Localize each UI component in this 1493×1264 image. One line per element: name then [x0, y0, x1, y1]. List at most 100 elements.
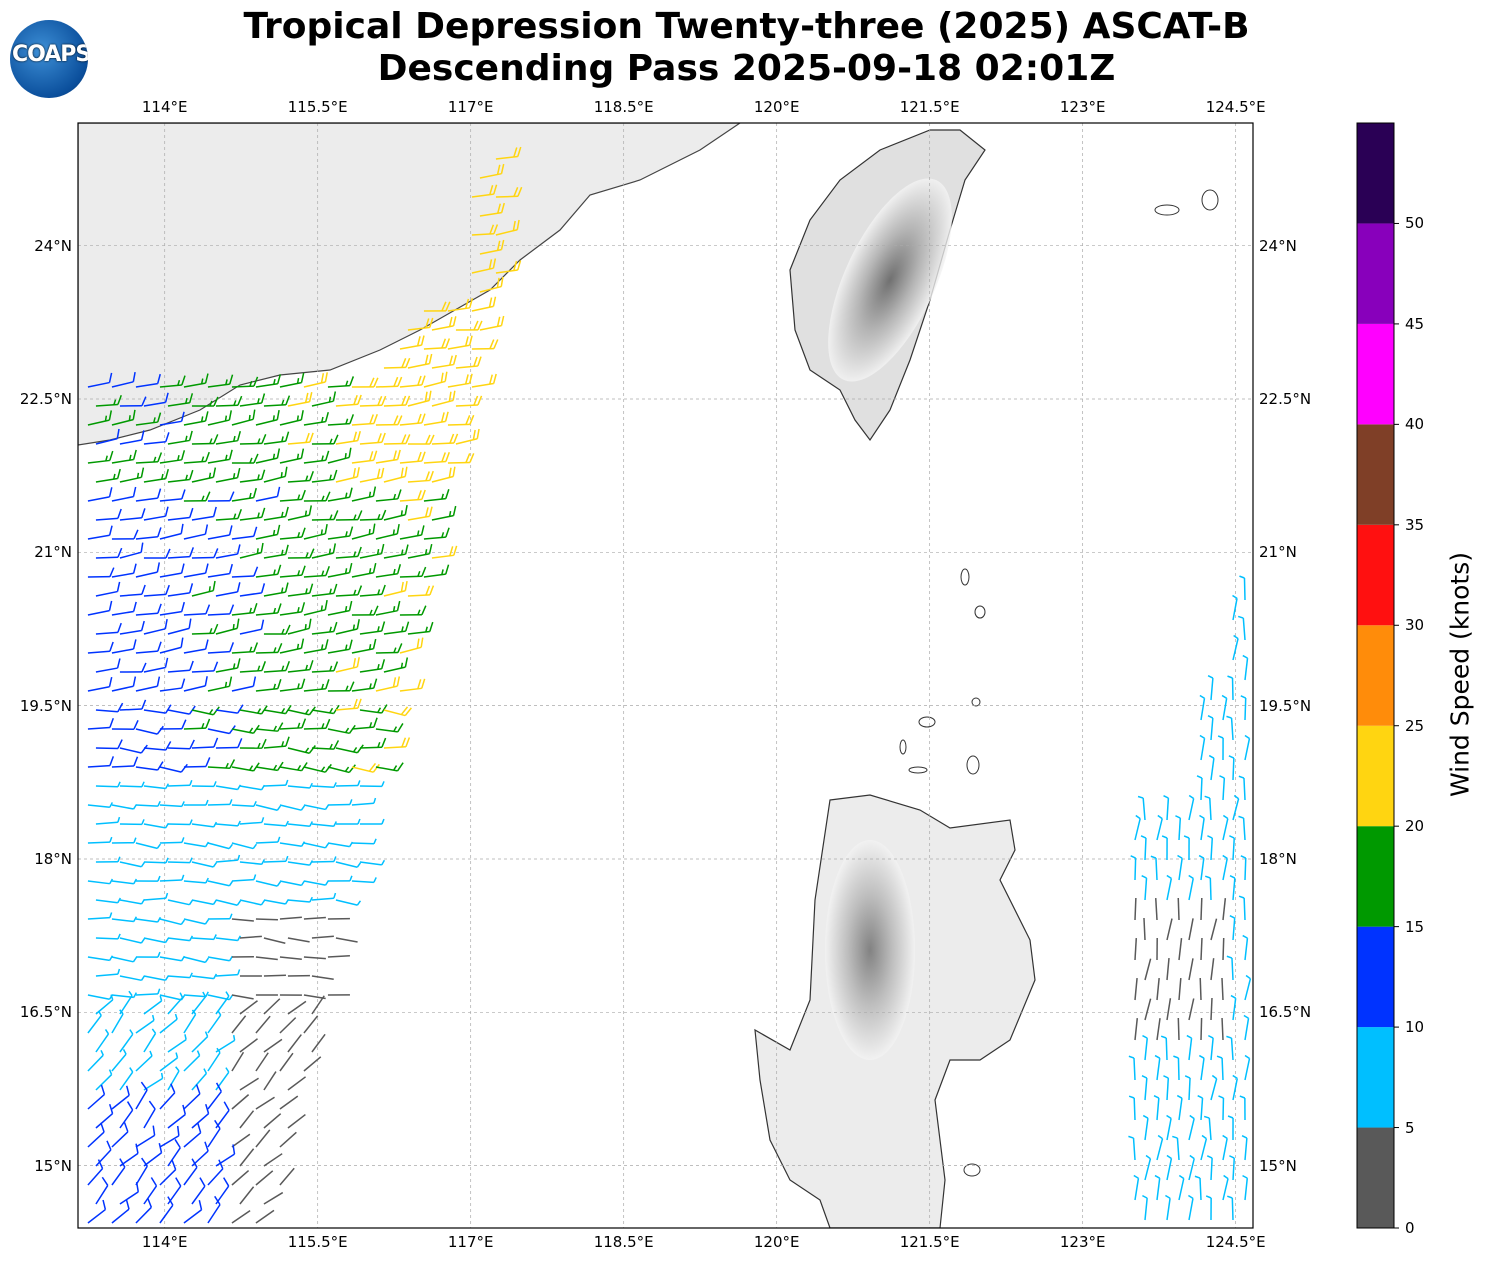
wind-barb: [159, 801, 185, 808]
wind-barb: [239, 507, 266, 521]
wind-barb: [327, 414, 355, 426]
wind-barb: [207, 799, 233, 806]
wind-barb: [407, 470, 434, 483]
wind-barb: [1232, 794, 1240, 821]
wind-barb: [143, 995, 163, 1015]
wind-barb: [1173, 1055, 1180, 1081]
wind-barb: [183, 639, 209, 654]
lat-label-right: 22.5°N: [1259, 389, 1312, 408]
lon-label-bottom: 115.5°E: [287, 1233, 348, 1251]
wind-barb: [183, 524, 209, 540]
wind-barb: [279, 1095, 299, 1110]
wind-barb: [207, 842, 234, 850]
wind-barb: [191, 434, 219, 445]
wind-barb: [95, 897, 122, 904]
wind-barb: [351, 523, 376, 540]
wind-barb: [471, 373, 497, 388]
wind-barb: [119, 898, 146, 905]
wind-barb: [1221, 977, 1224, 1001]
wind-barb: [239, 619, 265, 635]
wind-barb: [335, 698, 362, 711]
wind-barb: [263, 1071, 277, 1091]
wind-barb: [375, 489, 402, 502]
wind-barb: [159, 763, 188, 773]
wind-barb: [263, 544, 289, 559]
wind-barb: [327, 841, 354, 848]
wind-barb: [215, 395, 243, 407]
wind-barb: [87, 1159, 104, 1186]
wind-barb: [359, 509, 387, 521]
wind-barb: [287, 583, 314, 597]
wind-barb: [1222, 1174, 1229, 1201]
wind-barb: [159, 601, 185, 616]
wind-barb: [135, 1081, 148, 1110]
lon-label-bottom: 114°E: [141, 1233, 188, 1251]
wind-barb: [95, 658, 121, 673]
wind-barb: [279, 410, 304, 426]
wind-barb: [303, 679, 330, 692]
wind-barb: [183, 563, 209, 578]
wind-barb: [95, 816, 121, 825]
wind-barb: [95, 1103, 114, 1129]
wind-barb: [167, 618, 192, 635]
wind-barb: [311, 782, 337, 789]
wind-barb: [335, 899, 362, 906]
wind-barb: [479, 239, 505, 255]
wind-barb: [119, 396, 147, 407]
wind-barb: [447, 335, 473, 350]
wind-barb: [135, 527, 162, 540]
wind-barb: [1188, 1194, 1194, 1221]
wind-barb: [279, 489, 306, 502]
wind-barb: [167, 992, 184, 1015]
wind-barb: [335, 619, 360, 635]
wind-barb: [359, 432, 386, 445]
wind-barb: [1210, 958, 1215, 981]
wind-barb: [111, 1158, 126, 1186]
wind-barb: [1208, 754, 1215, 781]
wind-barb: [87, 600, 113, 616]
wind-barb: [1156, 814, 1163, 841]
wind-barb: [287, 896, 313, 903]
wind-barb: [351, 377, 379, 388]
wind-barb: [359, 659, 386, 673]
gridlines: [78, 123, 1253, 1228]
wind-barb: [327, 875, 353, 882]
wind-barb: [119, 937, 146, 944]
wind-barb: [303, 411, 329, 426]
lon-label-bottom: 121.5°E: [899, 1233, 960, 1251]
wind-barb: [159, 1052, 179, 1072]
wind-barb: [143, 1072, 164, 1091]
wind-barb: [231, 994, 254, 1000]
lat-label-left: 16.5°N: [19, 1003, 72, 1022]
wind-barb: [207, 642, 235, 654]
wind-barb: [95, 1069, 113, 1091]
wind-barb: [1240, 855, 1247, 881]
wind-barb: [351, 797, 377, 806]
wind-barb: [143, 892, 169, 901]
wind-barb: [351, 877, 377, 884]
wind-barb: [1130, 855, 1137, 881]
wind-barb: [1219, 775, 1226, 801]
wind-barb: [495, 260, 522, 274]
wind-barb: [87, 372, 113, 388]
wind-barb: [359, 621, 386, 635]
colorbar-bin: [1357, 625, 1394, 726]
wind-barb: [95, 547, 123, 559]
wind-barb: [303, 1015, 319, 1034]
wind-barb: [1188, 874, 1194, 901]
wind-barb: [191, 580, 216, 597]
wind-barb: [383, 466, 408, 483]
wind-barb: [167, 430, 193, 445]
wind-barb: [263, 855, 289, 863]
wind-barb: [471, 258, 497, 274]
wind-barb: [215, 618, 240, 635]
colorbar-bin: [1357, 424, 1394, 525]
wind-barb: [207, 1010, 222, 1034]
wind-barb: [375, 449, 401, 464]
wind-barb: [111, 756, 139, 768]
wind-barb: [191, 548, 219, 559]
wind-barb: [239, 583, 266, 597]
wind-barb: [95, 1176, 109, 1205]
wind-barb: [111, 529, 139, 540]
wind-barb: [87, 676, 113, 692]
